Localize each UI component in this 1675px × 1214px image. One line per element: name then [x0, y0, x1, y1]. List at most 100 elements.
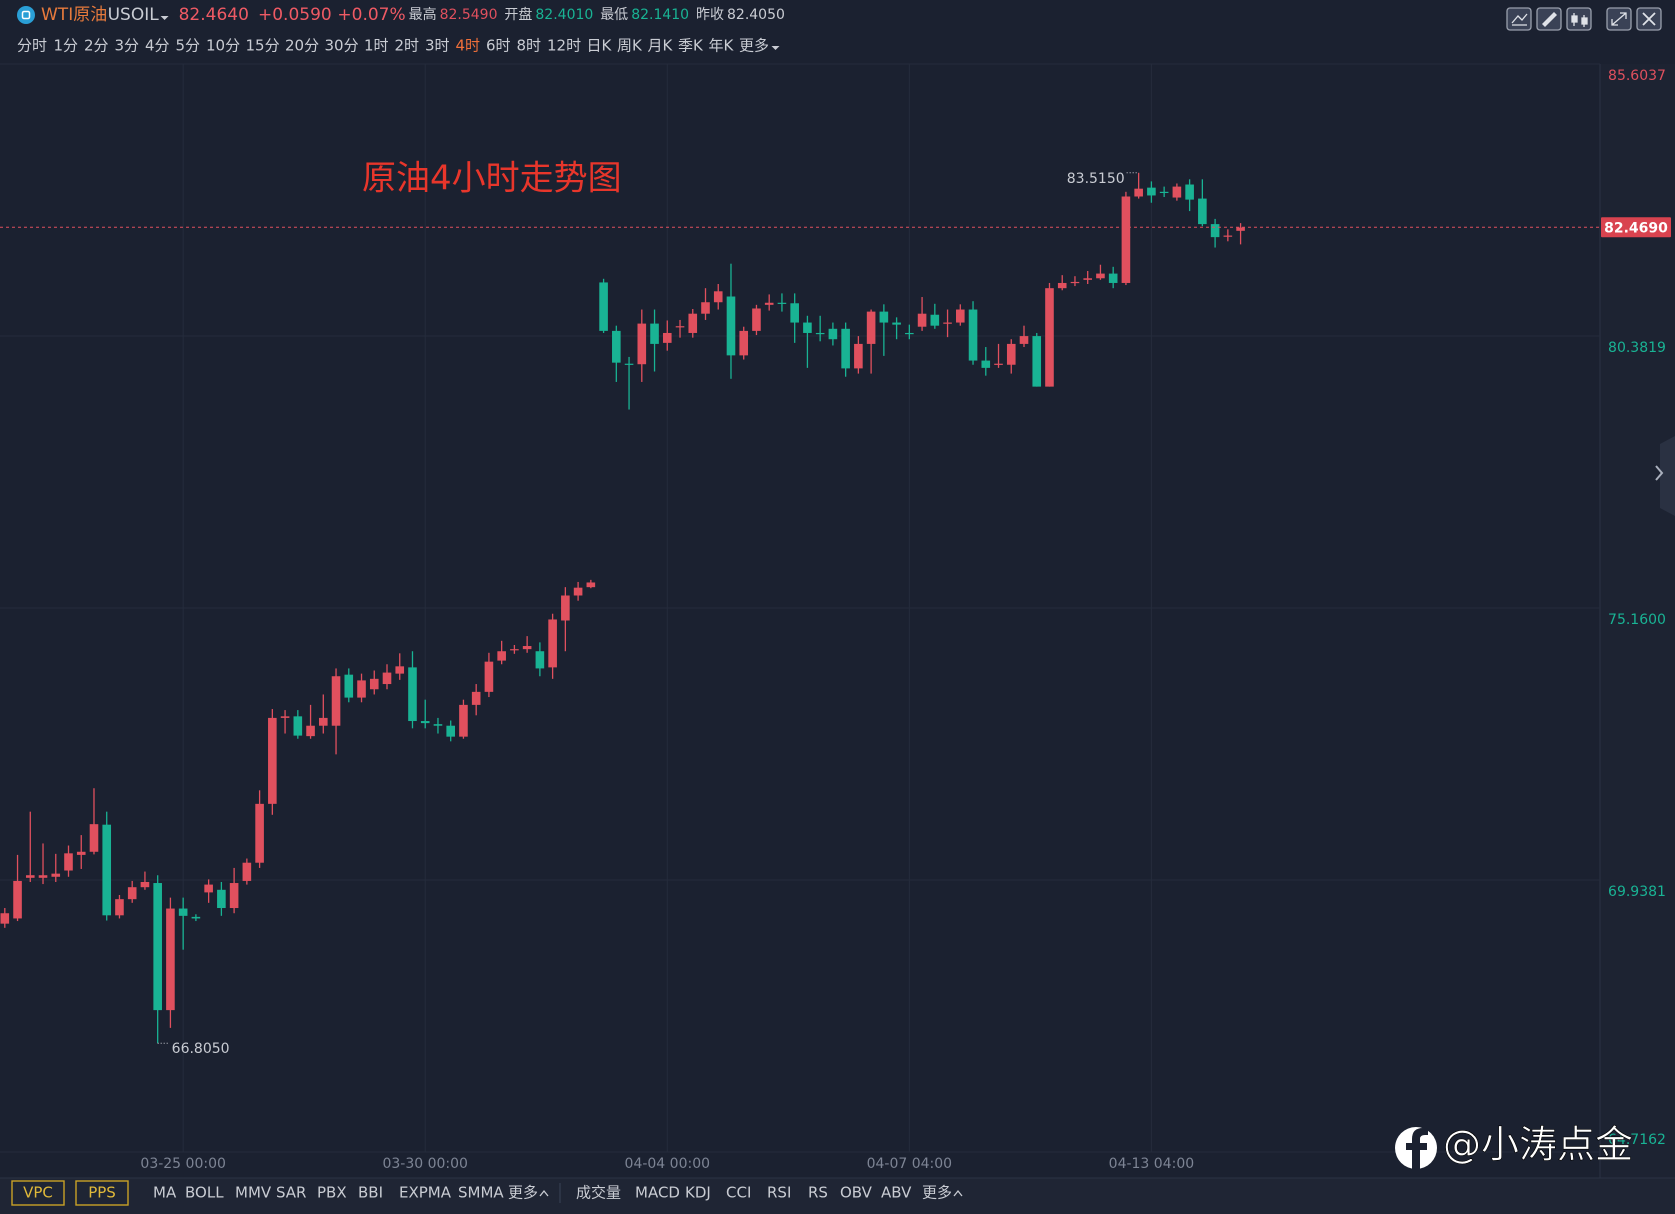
period-tab[interactable]: 分时 — [17, 37, 47, 55]
dropdown-caret — [160, 16, 169, 20]
symbol-name: WTI原油 — [41, 5, 107, 25]
symbol-code[interactable]: USOIL — [108, 5, 160, 25]
period-tab[interactable]: 5分 — [176, 37, 201, 55]
candle-body — [446, 725, 455, 737]
y-tick-label: 64.7162 — [1608, 1132, 1666, 1148]
indicator-tab[interactable]: MA — [153, 1184, 177, 1202]
icon — [1611, 12, 1627, 26]
candle-body — [25, 875, 35, 878]
period-tab[interactable]: 30分 — [325, 37, 359, 55]
indicator-tab[interactable]: RS — [808, 1184, 828, 1202]
period-tab[interactable]: 6时 — [486, 37, 511, 55]
candle-body — [293, 716, 303, 736]
candle-body — [930, 314, 940, 326]
candle-body — [459, 704, 468, 737]
indicator-tab[interactable]: MACD — [635, 1184, 680, 1202]
indicator-tab[interactable]: 更多 — [922, 1184, 952, 1202]
period-tab[interactable]: 20分 — [285, 37, 319, 55]
period-tab[interactable]: 月K — [648, 37, 674, 55]
toolbar-bg — [0, 1178, 1675, 1214]
period-tab[interactable]: 1分 — [54, 37, 79, 55]
candle-body — [76, 851, 86, 855]
candle-body — [280, 716, 290, 718]
x-tick-label: 04-13 04:00 — [1109, 1156, 1194, 1172]
period-tab[interactable]: 日K — [587, 37, 613, 55]
indicator-tab[interactable]: BOLL — [185, 1184, 224, 1202]
indicator-tab[interactable]: OBV — [840, 1184, 873, 1202]
max-label: 83.5150 — [1067, 171, 1125, 187]
candle-body — [1236, 227, 1245, 231]
indicator-tab[interactable]: RSI — [767, 1184, 791, 1202]
candle-body — [471, 691, 481, 705]
period-tab[interactable]: 1时 — [364, 37, 389, 55]
indicator-button[interactable] — [75, 1180, 129, 1206]
candle-body — [956, 309, 965, 323]
period-tab[interactable]: 10分 — [206, 37, 240, 55]
indicator-tab[interactable]: PBX — [317, 1184, 347, 1202]
candle-body — [382, 672, 392, 685]
period-tab[interactable]: 周K — [617, 37, 643, 55]
period-tab[interactable]: 更多 — [739, 37, 769, 55]
stat-value: 82.1410 — [631, 7, 689, 23]
y-tick-label: 80.3819 — [1608, 340, 1666, 356]
tool-button[interactable] — [1506, 7, 1532, 31]
indicator-tab[interactable]: EXPMA — [399, 1184, 452, 1202]
period-tab[interactable]: 年K — [709, 37, 735, 55]
indicator-tab[interactable]: ABV — [881, 1184, 912, 1202]
candle-body — [1223, 235, 1233, 237]
indicator-tab[interactable]: 更多 — [508, 1184, 538, 1202]
indicator-tab[interactable]: SMMA — [458, 1184, 504, 1202]
period-tab[interactable]: 4分 — [145, 37, 170, 55]
period-tab[interactable]: 3时 — [425, 37, 450, 55]
candle-body — [1045, 288, 1054, 387]
candle-body — [1032, 336, 1042, 387]
candle-body — [1006, 343, 1016, 365]
candle-body — [573, 587, 583, 596]
stat-label: 最低 — [600, 7, 628, 23]
candle-body — [968, 309, 978, 361]
candle-body — [790, 303, 799, 323]
indicator-tab[interactable]: SAR — [276, 1184, 306, 1202]
period-tab[interactable]: 12时 — [547, 37, 581, 55]
candle-body — [675, 326, 685, 328]
candle-body — [127, 887, 137, 900]
candle-body — [828, 328, 838, 340]
candle-body — [917, 313, 927, 327]
y-tick-label: 85.6037 — [1608, 68, 1666, 84]
stat-value: 82.4050 — [727, 7, 785, 23]
indicator-tab[interactable]: MMV — [235, 1184, 272, 1202]
candle-body — [1159, 191, 1169, 194]
indicator-tab[interactable]: CCI — [726, 1184, 751, 1202]
candle-body — [1019, 336, 1029, 344]
side-panel-toggle[interactable] — [1660, 436, 1675, 516]
candle-body — [1057, 282, 1067, 289]
candle-body — [1083, 278, 1092, 280]
indicator-button[interactable] — [11, 1180, 65, 1206]
candle-body — [1172, 186, 1182, 198]
candle-body — [777, 302, 787, 304]
period-tab[interactable]: 15分 — [246, 37, 280, 55]
candle-body — [815, 332, 825, 335]
period-tab[interactable]: 4时 — [456, 37, 481, 55]
indicator-tab[interactable]: KDJ — [685, 1184, 711, 1202]
candle-body — [420, 721, 430, 724]
period-tab[interactable]: 8时 — [517, 37, 542, 55]
caret-up — [539, 1189, 549, 1197]
candle-body — [612, 330, 621, 363]
period-tab[interactable]: 季K — [678, 37, 704, 55]
period-tab[interactable]: 3分 — [115, 37, 140, 55]
indicator-tab[interactable]: 成交量 — [576, 1184, 621, 1202]
candle-body — [64, 853, 73, 871]
period-tab[interactable]: 2分 — [84, 37, 109, 55]
candle-body — [369, 678, 379, 690]
period-tab[interactable]: 2时 — [395, 37, 420, 55]
candle-body — [191, 916, 201, 919]
candle-body — [331, 676, 341, 726]
indicator-tab[interactable]: BBI — [358, 1184, 383, 1202]
watermark: @小涛点金 — [1443, 1123, 1633, 1167]
caret-up — [953, 1189, 963, 1197]
candle-body — [981, 360, 991, 368]
stat-value: 82.4010 — [535, 7, 593, 23]
